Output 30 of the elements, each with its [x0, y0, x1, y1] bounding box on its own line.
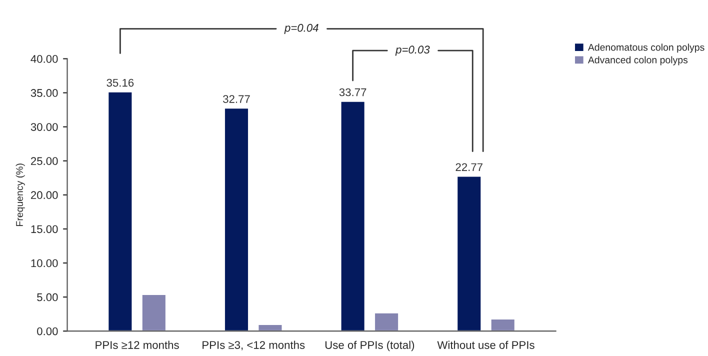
bar [107, 91, 134, 332]
text: p=0.04 [284, 24, 318, 34]
y-tick-label: 25.00 [30, 157, 58, 166]
y-tick-label: 40.00 [30, 55, 58, 63]
bar [141, 294, 167, 332]
y-tick-label: 30.00 [30, 123, 58, 131]
legend-label: Adenomatous colon polyps [588, 44, 704, 53]
data-label: 33.77 [339, 88, 366, 96]
x-tick-label: Without use of PPIs [437, 340, 534, 349]
data-label: 35.16 [106, 78, 134, 87]
text: p=0.03 [395, 46, 430, 56]
legend-label: Advanced colon polyps [588, 56, 688, 66]
x-tick-label: PPIs ≥3, <12 months [202, 340, 305, 350]
y-tick-label: 5.00 [37, 293, 58, 302]
y-tick-label: 0.00 [37, 327, 58, 336]
bar [456, 175, 482, 332]
data-label: 32.77 [223, 95, 250, 103]
bar [490, 318, 516, 332]
bar [340, 100, 366, 332]
y-tick-label: 35.00 [30, 89, 58, 97]
y-tick-label: 15.00 [31, 225, 58, 234]
bar [257, 324, 284, 332]
data-label: 22.77 [456, 163, 482, 171]
x-tick-label: PPIs ≥12 months [96, 340, 179, 349]
bar [224, 107, 250, 332]
y-tick-label: 20.00 [30, 191, 58, 200]
x-tick-label: Use of PPIs (total) [325, 340, 414, 352]
y-axis-title: Frequency (%) [16, 164, 25, 226]
y-tick-label: 10.00 [31, 259, 58, 268]
bar [374, 312, 400, 332]
